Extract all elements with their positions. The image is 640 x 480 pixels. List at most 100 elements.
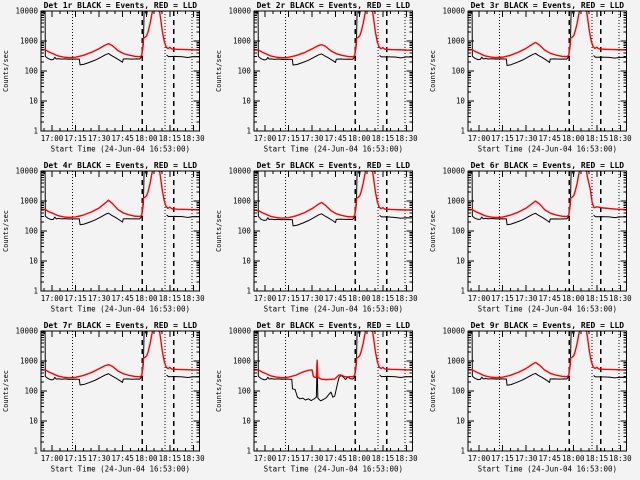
chart-panel-det-5r: Det 5r BLACK = Events, RED = LLD 1 10 100 10… (215, 161, 418, 313)
x-tick-label: 17:30 (301, 454, 324, 463)
y-axis-label: Counts/sec (2, 50, 10, 92)
x-tick-label: 17:15 (277, 454, 299, 463)
y-tick-label: 10 (456, 96, 465, 105)
y-axis-label: Counts/sec (2, 210, 10, 252)
y-tick-label: 1000 (20, 357, 38, 366)
lld-series-line (468, 11, 627, 59)
y-tick-label: 10000 (442, 327, 465, 336)
y-tick-label: 1000 (20, 197, 38, 206)
lld-series-line (41, 331, 200, 379)
x-tick-label: 17:30 (88, 294, 111, 303)
events-series-line (468, 331, 627, 386)
y-tick-label: 100 (24, 67, 38, 76)
x-tick-label: 18:30 (395, 134, 418, 143)
panel-title: Det 3r BLACK = Events, RED = LLD (471, 1, 625, 10)
x-tick-label: 18:00 (562, 294, 585, 303)
y-tick-label: 10000 (228, 327, 251, 336)
y-axis-label: Counts/sec (429, 50, 437, 92)
plot-frame (40, 170, 201, 292)
y-tick-label: 10 (242, 256, 251, 265)
y-tick-label: 10 (242, 96, 251, 105)
y-tick-label: 1000 (447, 37, 465, 46)
panel-title: Det 5r BLACK = Events, RED = LLD (257, 161, 411, 170)
x-tick-label: 18:30 (609, 454, 632, 463)
y-tick-label: 10 (29, 256, 38, 265)
x-tick-label: 18:30 (182, 294, 205, 303)
y-tick-label: 1 (460, 286, 465, 295)
events-series-line (468, 171, 627, 226)
y-tick-label: 1 (246, 286, 251, 295)
x-tick-label: 17:45 (111, 454, 133, 463)
x-tick-label: 17:30 (88, 454, 111, 463)
x-axis-label: Start Time (24-Jun-04 16:53:00) (264, 304, 403, 313)
lld-series-line (254, 171, 413, 219)
x-tick-label: 18:15 (372, 454, 394, 463)
x-tick-label: 18:15 (159, 454, 181, 463)
events-series-line (41, 11, 200, 66)
x-tick-label: 17:45 (538, 294, 560, 303)
lld-series-line (41, 171, 200, 219)
chart-panel-det-4r: Det 4r BLACK = Events, RED = LLD 1 10 100 10… (2, 161, 205, 313)
x-tick-label: 17:00 (41, 134, 64, 143)
events-series-line (254, 11, 413, 66)
x-tick-label: 18:00 (135, 134, 158, 143)
y-tick-label: 100 (24, 227, 38, 236)
x-tick-label: 17:00 (468, 454, 491, 463)
x-tick-label: 17:00 (254, 454, 277, 463)
lld-series-line (254, 331, 413, 381)
chart-panel-det-3r: Det 3r BLACK = Events, RED = LLD 1 10 100 10… (429, 1, 632, 153)
lld-series-line (468, 331, 627, 379)
y-tick-label: 10 (29, 416, 38, 425)
y-tick-label: 10000 (15, 327, 38, 336)
x-tick-label: 17:45 (111, 134, 133, 143)
plot-frame (253, 330, 414, 452)
x-tick-label: 17:45 (324, 454, 346, 463)
y-tick-label: 100 (451, 387, 465, 396)
x-tick-label: 18:15 (372, 134, 394, 143)
x-tick-label: 17:30 (301, 134, 324, 143)
events-series-line (468, 11, 627, 67)
y-tick-label: 10000 (15, 167, 38, 176)
x-tick-label: 17:00 (41, 454, 64, 463)
plot-frame (467, 330, 628, 452)
y-axis-label: Counts/sec (429, 210, 437, 252)
x-tick-label: 18:00 (135, 294, 158, 303)
x-tick-label: 17:15 (277, 294, 299, 303)
y-tick-label: 10 (29, 96, 38, 105)
y-tick-label: 10000 (228, 7, 251, 16)
chart-panel-det-9r: Det 9r BLACK = Events, RED = LLD 1 10 100 10… (429, 321, 632, 473)
y-tick-label: 1000 (233, 37, 251, 46)
x-tick-label: 18:30 (182, 134, 205, 143)
y-tick-label: 100 (237, 67, 251, 76)
panel-title: Det 1r BLACK = Events, RED = LLD (44, 1, 198, 10)
events-series-line (254, 171, 413, 227)
chart-panel-det-1r: Det 1r BLACK = Events, RED = LLD 1 10 100 10… (2, 1, 205, 153)
y-tick-label: 100 (451, 227, 465, 236)
y-axis-label: Counts/sec (215, 50, 223, 92)
chart-panel-det-8r: Det 8r BLACK = Events, RED = LLD 1 10 100 10… (215, 321, 418, 473)
y-tick-label: 1 (33, 286, 38, 295)
x-tick-label: 18:30 (395, 454, 418, 463)
y-axis-label: Counts/sec (215, 210, 223, 252)
y-tick-label: 10000 (442, 7, 465, 16)
events-series-line (41, 171, 200, 226)
x-tick-label: 17:45 (324, 134, 346, 143)
y-tick-label: 10 (456, 256, 465, 265)
y-tick-label: 1 (246, 126, 251, 135)
x-tick-label: 17:15 (64, 454, 86, 463)
panel-title: Det 4r BLACK = Events, RED = LLD (44, 161, 198, 170)
x-axis-label: Start Time (24-Jun-04 16:53:00) (478, 144, 617, 153)
x-axis-label: Start Time (24-Jun-04 16:53:00) (264, 144, 403, 153)
x-tick-label: 18:15 (586, 294, 608, 303)
chart-panel-det-2r: Det 2r BLACK = Events, RED = LLD 1 10 100 10… (215, 1, 418, 153)
x-tick-label: 17:30 (301, 294, 324, 303)
y-tick-label: 100 (451, 67, 465, 76)
plot-frame (40, 330, 201, 452)
x-tick-label: 17:45 (538, 134, 560, 143)
panel-title: Det 6r BLACK = Events, RED = LLD (471, 161, 625, 170)
lld-series-line (41, 11, 200, 59)
x-tick-label: 17:45 (111, 294, 133, 303)
x-tick-label: 18:00 (562, 454, 585, 463)
x-tick-label: 17:15 (491, 294, 513, 303)
plot-frame (253, 10, 414, 132)
